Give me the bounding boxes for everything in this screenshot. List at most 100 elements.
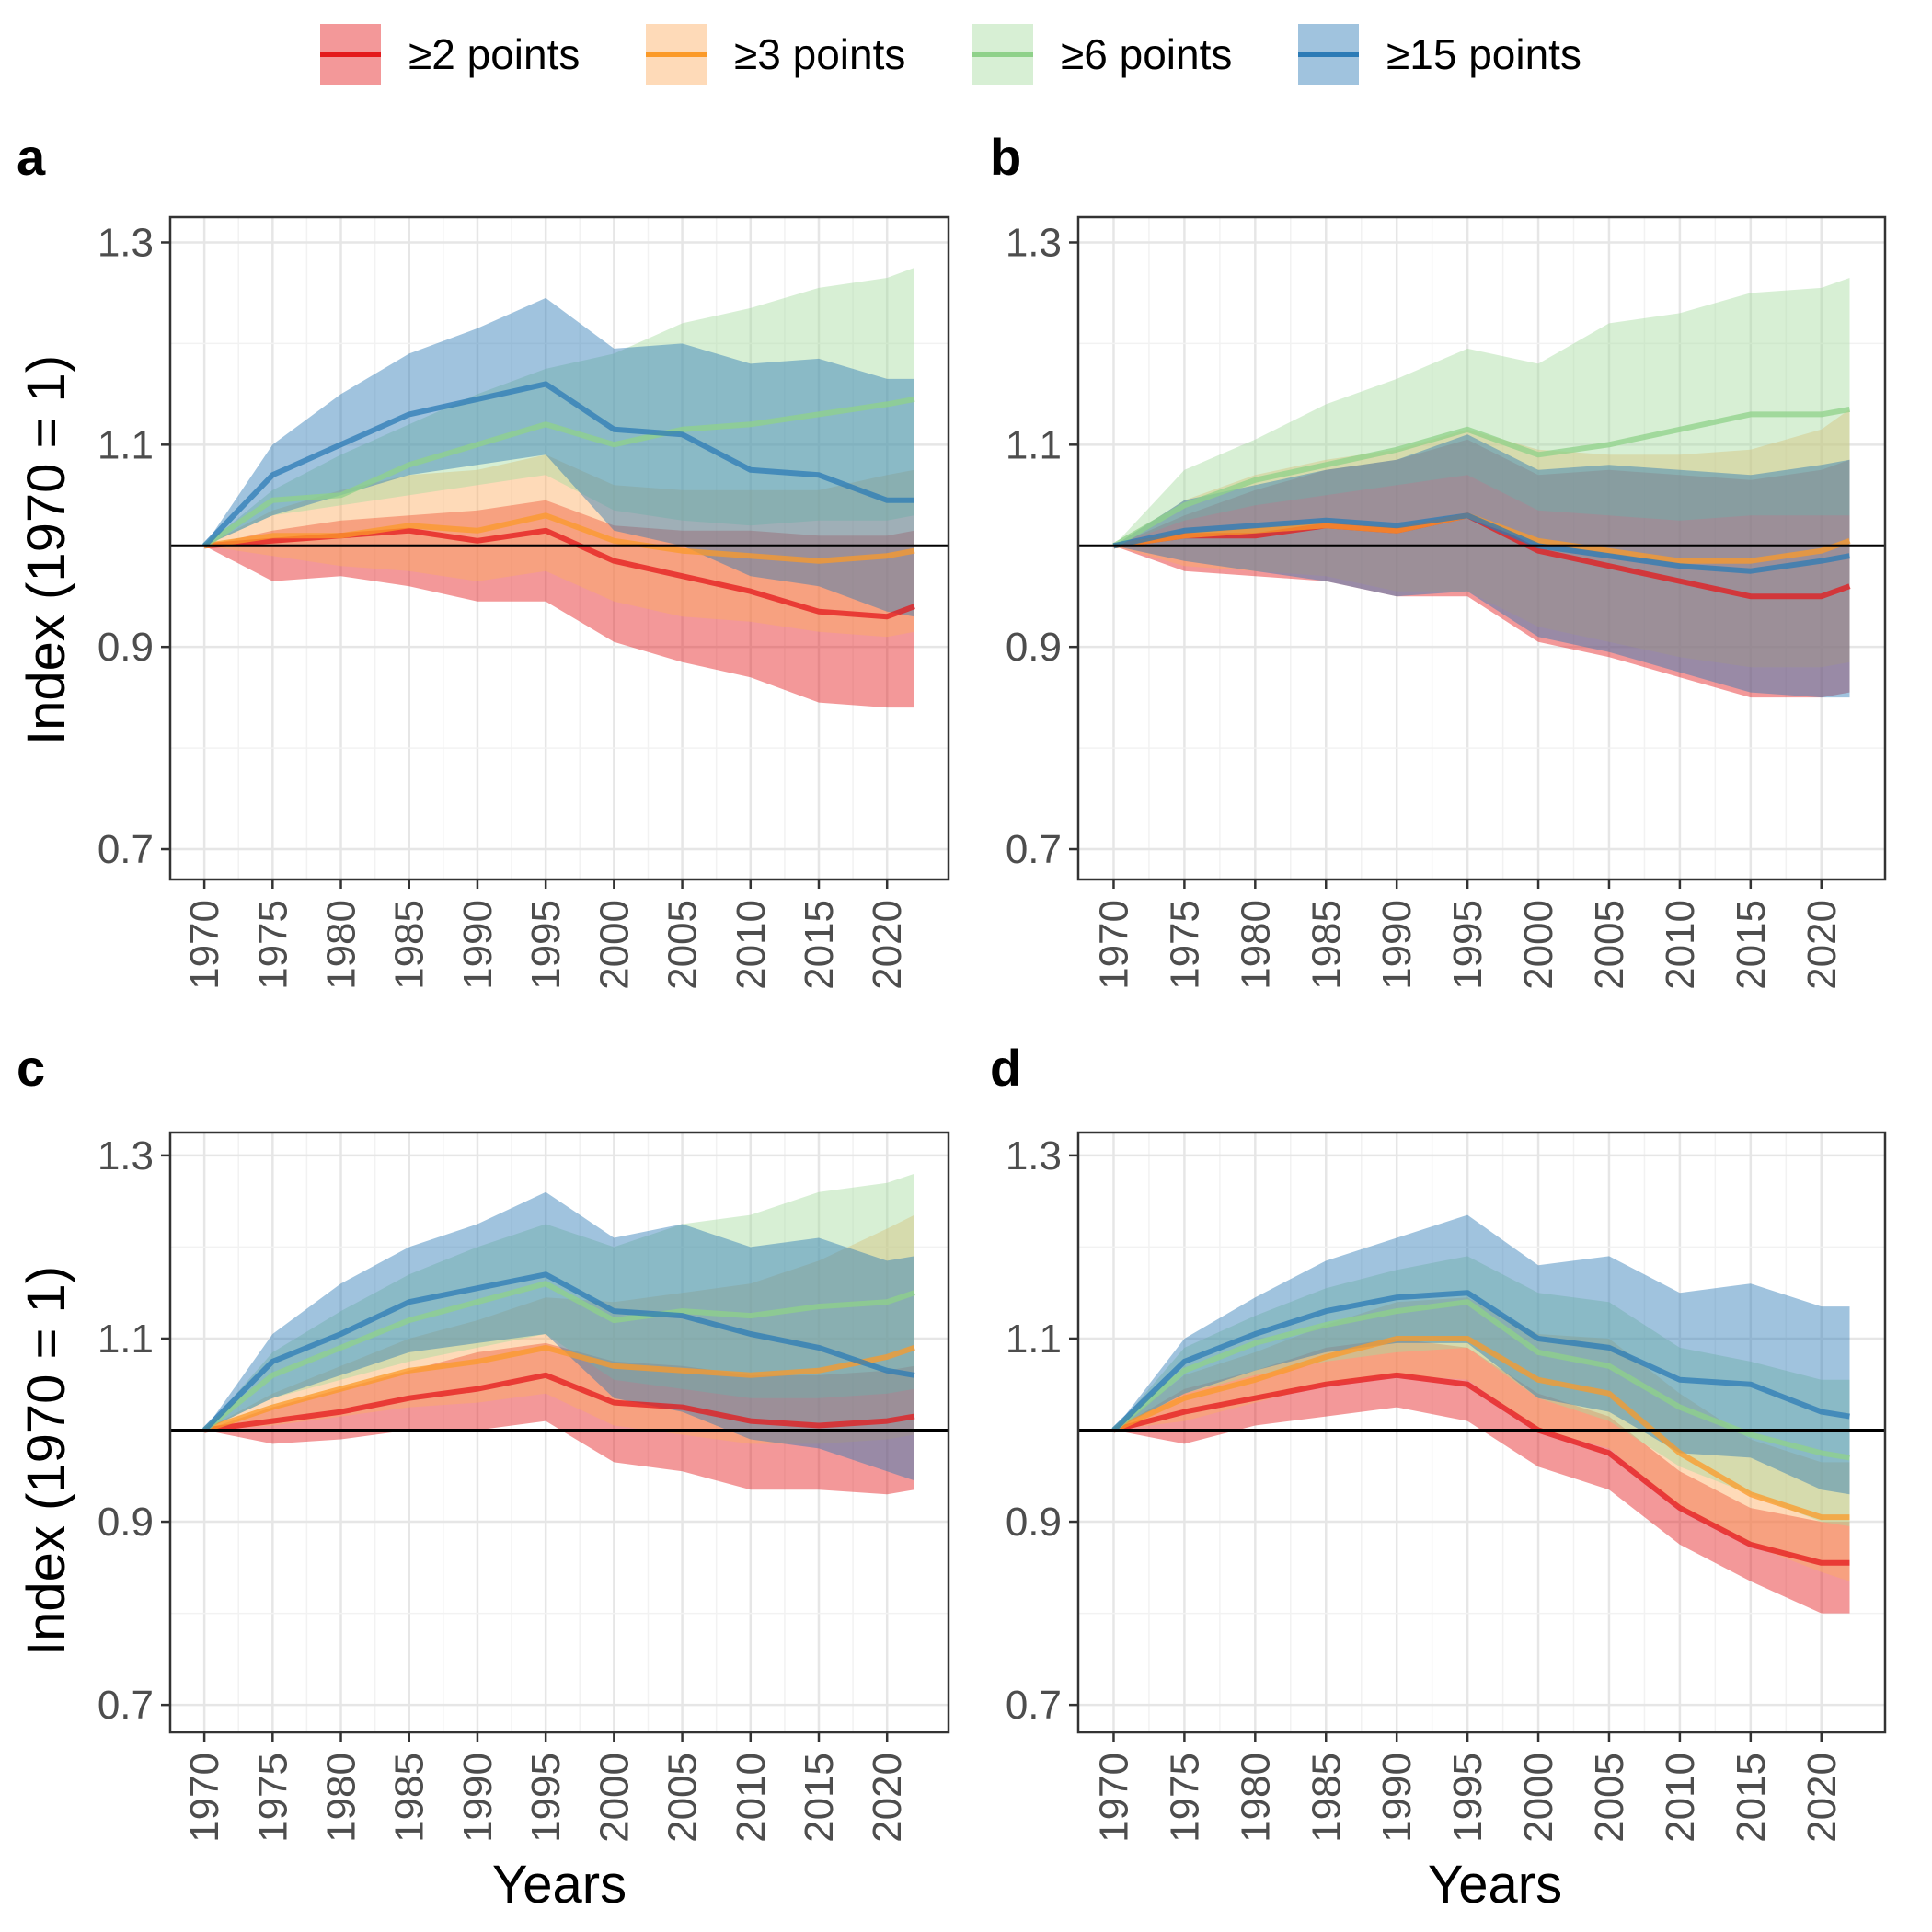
x-tick-label: 2015 [1729, 1753, 1774, 1843]
x-tick-label: 1975 [1162, 1753, 1207, 1843]
panel-b: b 0.7 0.9 1.1 1.3 1970 1975 1980 1985 1990 1995 200… [990, 128, 1887, 990]
x-tick-label: 1985 [387, 1753, 432, 1843]
y-tick-label: 1.1 [98, 422, 154, 467]
mean-line-series-2 [1112, 1336, 1850, 1521]
x-tick-label: 1980 [319, 1753, 364, 1843]
y-tick-label: 0.7 [1006, 827, 1062, 872]
y-tick-label: 0.7 [98, 827, 154, 872]
x-tick-label: 2020 [1800, 900, 1845, 990]
x-tick-label: 2010 [729, 1753, 774, 1843]
ribbon-series-3 [1113, 278, 1850, 546]
x-tick-label: 2005 [1587, 1753, 1632, 1843]
mean-line-series-3 [202, 396, 915, 548]
panel-border [168, 215, 950, 881]
y-tick-label: 1.3 [1006, 220, 1062, 265]
x-tick-label: 1980 [1233, 900, 1278, 990]
x-tick-label: 1995 [1445, 900, 1490, 990]
panel-label: a [17, 128, 46, 186]
x-tick-label: 1980 [1233, 1753, 1278, 1843]
legend-label: ≥2 points [408, 30, 580, 78]
panel-d: d 0.7 0.9 1.1 1.3 1970 1975 1980 1985 1990 1995 200… [990, 1039, 1887, 1843]
x-axis-title-left: Years [492, 1855, 627, 1915]
y-tick-label: 0.9 [1006, 1500, 1062, 1545]
x-tick-label: 1995 [1445, 1753, 1490, 1843]
ribbon-series-2 [204, 1214, 914, 1444]
x-tick-label: 2005 [661, 1753, 706, 1843]
ribbon-series-1 [1113, 439, 1850, 698]
mean-line-series-3 [1111, 1299, 1850, 1461]
legend-label: ≥15 points [1386, 30, 1581, 78]
x-tick-label: 2015 [797, 1753, 842, 1843]
y-tick-label: 0.7 [98, 1683, 154, 1728]
y-axis-title-top: Index (1970 = 1) [17, 355, 76, 745]
panel-label: c [17, 1039, 45, 1097]
y-tick-label: 0.9 [1006, 625, 1062, 670]
x-tick-label: 2015 [1729, 900, 1774, 990]
x-tick-label: 2005 [661, 900, 706, 990]
x-tick-label: 1975 [250, 1753, 295, 1843]
ribbon-series-3 [1113, 1256, 1850, 1526]
x-tick-label: 2000 [1516, 900, 1561, 990]
mean-line-series-4 [201, 1271, 915, 1432]
mean-line-series-2 [203, 1344, 915, 1433]
x-tick-label: 1995 [523, 900, 569, 990]
mean-line-series-3 [202, 1281, 915, 1432]
y-tick-label: 1.3 [98, 220, 154, 265]
ribbon-series-4 [204, 297, 914, 617]
mean-line-series-1 [1112, 1372, 1850, 1566]
x-tick-label: 2005 [1587, 900, 1632, 990]
x-tick-label: 1990 [1374, 1753, 1420, 1843]
legend-item: ≥6 points [972, 24, 1232, 85]
x-tick-label: 2000 [592, 1753, 637, 1843]
x-tick-label: 2020 [1800, 1753, 1845, 1843]
x-tick-label: 2010 [1658, 1753, 1703, 1843]
panel-c: c 0.7 0.9 1.1 1.3 1970 1975 1980 1985 1990 1995 200… [17, 1039, 950, 1843]
mean-line-series-4 [1112, 512, 1851, 574]
ribbon-series-3 [204, 1173, 914, 1431]
y-tick-label: 1.1 [1006, 422, 1062, 467]
x-tick-label: 1985 [1304, 1753, 1349, 1843]
mean-line-series-4 [1111, 1290, 1850, 1432]
y-tick-label: 0.7 [1006, 1683, 1062, 1728]
panels: a 0.7 0.9 1.1 1.3 1970 1975 1980 1985 1990 1995 200… [17, 128, 1887, 1843]
panel-border [168, 1131, 950, 1734]
legend-item: ≥15 points [1298, 24, 1581, 85]
legend-label: ≥3 points [734, 30, 905, 78]
y-tick-label: 0.9 [98, 1500, 154, 1545]
ribbon-series-4 [204, 1191, 914, 1481]
legend-item: ≥3 points [646, 24, 905, 85]
x-axis-title-right: Years [1428, 1855, 1562, 1915]
ribbon-series-4 [1113, 434, 1850, 698]
x-tick-label: 1975 [250, 900, 295, 990]
mean-line-series-1 [203, 1372, 915, 1433]
y-tick-label: 1.3 [98, 1133, 154, 1179]
x-tick-label: 2010 [729, 900, 774, 990]
ribbon-series-4 [1113, 1214, 1850, 1495]
x-tick-label: 1985 [1304, 900, 1349, 990]
x-tick-label: 1990 [455, 1753, 500, 1843]
mean-line-series-3 [1112, 406, 1851, 548]
panel-border [1076, 1131, 1887, 1734]
mean-line-series-2 [203, 512, 915, 564]
x-tick-label: 1980 [319, 900, 364, 990]
x-tick-label: 2000 [592, 900, 637, 990]
x-tick-label: 1995 [523, 1753, 569, 1843]
y-tick-label: 0.9 [98, 625, 154, 670]
x-tick-label: 2020 [865, 1753, 910, 1843]
x-tick-label: 2020 [865, 900, 910, 990]
x-tick-label: 1970 [1092, 1753, 1137, 1843]
x-tick-label: 1990 [1374, 900, 1420, 990]
panel-label: b [990, 128, 1021, 186]
panel-label: d [990, 1039, 1021, 1097]
x-tick-label: 1975 [1162, 900, 1207, 990]
panel-border [1076, 215, 1887, 881]
x-tick-label: 1970 [182, 900, 227, 990]
x-tick-label: 1990 [455, 900, 500, 990]
y-tick-label: 1.3 [1006, 1133, 1062, 1179]
mean-line-series-4 [201, 381, 914, 548]
x-tick-label: 1970 [182, 1753, 227, 1843]
x-tick-label: 2015 [797, 900, 842, 990]
x-tick-label: 2000 [1516, 1753, 1561, 1843]
x-tick-label: 1970 [1092, 900, 1137, 990]
